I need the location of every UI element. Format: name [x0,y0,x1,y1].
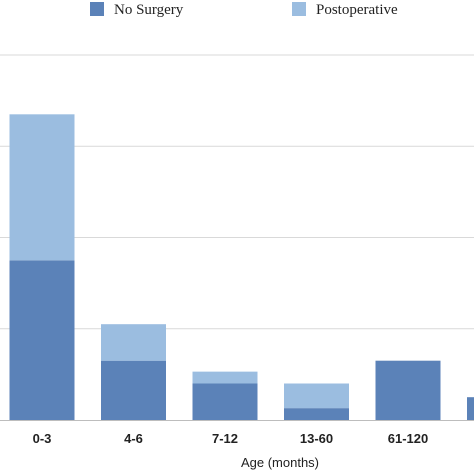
legend: No Surgery Postoperative [90,2,398,18]
bar-postoperative [284,383,349,409]
gridlines [0,54,474,330]
bar-postoperative [192,371,258,384]
legend-label-no-surgery: No Surgery [114,2,184,18]
x-tick-label: 4-6 [124,431,143,446]
bar-postoperative [101,324,166,361]
bar-no-surgery [375,360,441,420]
legend-label-postoperative: Postoperative [316,2,398,18]
bar-no-surgery [467,397,474,420]
bar-no-surgery [284,408,349,420]
legend-swatch-no-surgery [90,2,104,16]
legend-swatch-postoperative [292,2,306,16]
bar-no-surgery [192,383,258,420]
x-axis-title: Age (months) [241,455,319,470]
x-tick-label: 61-120 [388,431,428,446]
bar-no-surgery [9,260,75,420]
bars [9,114,474,420]
x-tick-label: 7-12 [212,431,238,446]
x-tick-label: 0-3 [33,431,52,446]
bar-postoperative [9,114,75,261]
x-tick-label: 13-60 [300,431,333,446]
bar-no-surgery [101,360,166,420]
